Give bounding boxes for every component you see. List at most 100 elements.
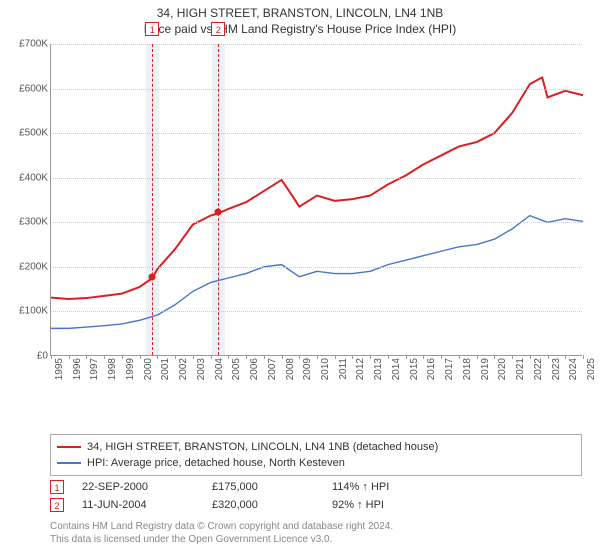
x-tick — [299, 355, 300, 359]
legend-box: 34, HIGH STREET, BRANSTON, LINCOLN, LN4 … — [50, 434, 582, 476]
x-axis-label: 2020 — [497, 358, 508, 380]
x-tick — [477, 355, 478, 359]
footer-line-1: Contains HM Land Registry data © Crown c… — [50, 520, 582, 533]
x-axis-label: 2017 — [444, 358, 455, 380]
y-axis-label: £500K — [2, 128, 48, 139]
x-tick — [370, 355, 371, 359]
x-axis-label: 2009 — [302, 358, 313, 380]
x-tick — [494, 355, 495, 359]
y-axis-label: £0 — [2, 351, 48, 362]
x-axis-label: 2006 — [249, 358, 260, 380]
x-tick — [352, 355, 353, 359]
x-axis-label: 2000 — [143, 358, 154, 380]
transaction-row: 2 11-JUN-2004 £320,000 92% ↑ HPI — [50, 496, 582, 514]
x-tick — [140, 355, 141, 359]
gridline — [51, 89, 582, 90]
gridline — [51, 311, 582, 312]
x-axis-label: 2014 — [391, 358, 402, 380]
x-axis-label: 2015 — [409, 358, 420, 380]
transaction-row: 1 22-SEP-2000 £175,000 114% ↑ HPI — [50, 478, 582, 496]
chart-title-block: 34, HIGH STREET, BRANSTON, LINCOLN, LN4 … — [0, 0, 600, 36]
gridline — [51, 133, 582, 134]
x-axis-label: 2008 — [285, 358, 296, 380]
chart-area: 12 £0 £100K £200K £300K £400K £500K £600K £700K… — [0, 38, 600, 390]
legend-item-hpi: HPI: Average price, detached house, Nort… — [57, 455, 575, 471]
x-axis-label: 2012 — [355, 358, 366, 380]
x-tick — [548, 355, 549, 359]
plot-area: 12 — [50, 44, 582, 356]
footer-line-2: This data is licensed under the Open Gov… — [50, 533, 582, 546]
gridline — [51, 267, 582, 268]
x-tick — [193, 355, 194, 359]
x-tick — [459, 355, 460, 359]
x-axis-label: 1999 — [125, 358, 136, 380]
y-axis-label: £400K — [2, 172, 48, 183]
legend-item-property: 34, HIGH STREET, BRANSTON, LINCOLN, LN4 … — [57, 439, 575, 455]
transactions-table: 1 22-SEP-2000 £175,000 114% ↑ HPI 2 11-J… — [50, 478, 582, 514]
x-axis-label: 2013 — [373, 358, 384, 380]
x-tick — [282, 355, 283, 359]
arrow-up-icon: ↑ — [362, 481, 368, 493]
x-tick — [175, 355, 176, 359]
y-axis-label: £200K — [2, 261, 48, 272]
x-tick — [157, 355, 158, 359]
gridline — [51, 178, 582, 179]
x-tick — [228, 355, 229, 359]
legend-label-hpi: HPI: Average price, detached house, Nort… — [87, 457, 345, 469]
x-axis-label: 2003 — [196, 358, 207, 380]
x-tick — [441, 355, 442, 359]
transaction-date: 11-JUN-2004 — [82, 499, 212, 511]
x-axis-label: 1997 — [89, 358, 100, 380]
transaction-flag-icon: 2 — [50, 498, 64, 512]
x-axis-label: 1995 — [54, 358, 65, 380]
x-axis-label: 2018 — [462, 358, 473, 380]
x-axis-label: 2007 — [267, 358, 278, 380]
y-axis-label: £300K — [2, 217, 48, 228]
gridline — [51, 44, 582, 45]
x-tick — [317, 355, 318, 359]
title-line-1: 34, HIGH STREET, BRANSTON, LINCOLN, LN4 … — [0, 6, 600, 20]
y-axis-label: £700K — [2, 39, 48, 50]
x-tick — [388, 355, 389, 359]
transaction-flag-icon: 1 — [50, 480, 64, 494]
x-axis-label: 2011 — [338, 358, 349, 380]
x-axis-label: 2025 — [586, 358, 597, 380]
x-axis-label: 2016 — [426, 358, 437, 380]
x-axis-label: 2019 — [480, 358, 491, 380]
y-axis-label: £100K — [2, 306, 48, 317]
x-tick — [211, 355, 212, 359]
x-tick — [565, 355, 566, 359]
x-tick — [69, 355, 70, 359]
footer-attribution: Contains HM Land Registry data © Crown c… — [50, 520, 582, 546]
x-axis-label: 2001 — [160, 358, 171, 380]
x-axis-label: 2010 — [320, 358, 331, 380]
x-tick — [583, 355, 584, 359]
x-tick — [264, 355, 265, 359]
x-axis-label: 1996 — [72, 358, 83, 380]
series-property — [51, 77, 583, 299]
x-axis-label: 2022 — [533, 358, 544, 380]
gridline — [51, 222, 582, 223]
x-axis-label: 2021 — [515, 358, 526, 380]
arrow-up-icon: ↑ — [357, 499, 363, 511]
marker-flag-icon: 1 — [145, 22, 159, 36]
price-point-icon — [215, 209, 222, 216]
x-axis-label: 2005 — [231, 358, 242, 380]
x-tick — [423, 355, 424, 359]
transaction-date: 22-SEP-2000 — [82, 481, 212, 493]
title-line-2: Price paid vs. HM Land Registry's House … — [0, 22, 600, 36]
x-axis-label: 2023 — [551, 358, 562, 380]
transaction-pct: 92% ↑ HPI — [332, 499, 422, 511]
legend-swatch-hpi — [57, 462, 81, 464]
x-tick — [51, 355, 52, 359]
y-axis-label: £600K — [2, 83, 48, 94]
price-point-icon — [149, 274, 156, 281]
legend-label-property: 34, HIGH STREET, BRANSTON, LINCOLN, LN4 … — [87, 441, 438, 453]
legend-swatch-property — [57, 446, 81, 448]
x-tick — [335, 355, 336, 359]
transaction-price: £175,000 — [212, 481, 332, 493]
x-tick — [530, 355, 531, 359]
marker-flag-icon: 2 — [211, 22, 225, 36]
x-axis-label: 1998 — [107, 358, 118, 380]
x-tick — [86, 355, 87, 359]
